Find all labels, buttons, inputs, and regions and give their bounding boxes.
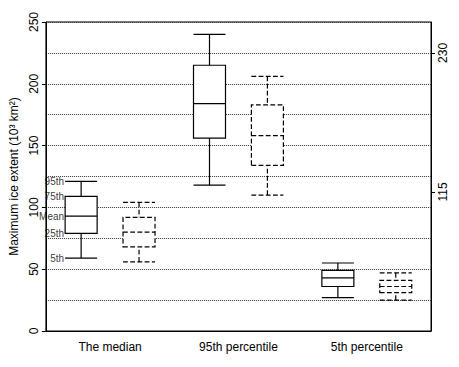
svg-text:200: 200 <box>27 73 41 93</box>
svg-text:75th: 75th <box>45 191 64 202</box>
svg-text:50: 50 <box>27 262 41 276</box>
svg-text:5th: 5th <box>50 253 64 264</box>
svg-text:5th percentile: 5th percentile <box>331 340 403 354</box>
svg-text:95th percentile: 95th percentile <box>199 340 278 354</box>
svg-text:25th: 25th <box>45 228 64 239</box>
svg-text:230: 230 <box>436 43 450 63</box>
svg-text:250: 250 <box>27 12 41 32</box>
svg-text:0: 0 <box>27 327 41 334</box>
svg-text:Mean: Mean <box>39 211 64 222</box>
svg-text:100: 100 <box>26 197 41 218</box>
svg-text:150: 150 <box>27 135 41 155</box>
svg-text:115: 115 <box>436 182 450 201</box>
svg-text:95th: 95th <box>45 176 64 187</box>
svg-text:The median: The median <box>78 340 141 354</box>
svg-text:Maximum ice extent (10³ km²): Maximum ice extent (10³ km²) <box>7 97 21 256</box>
